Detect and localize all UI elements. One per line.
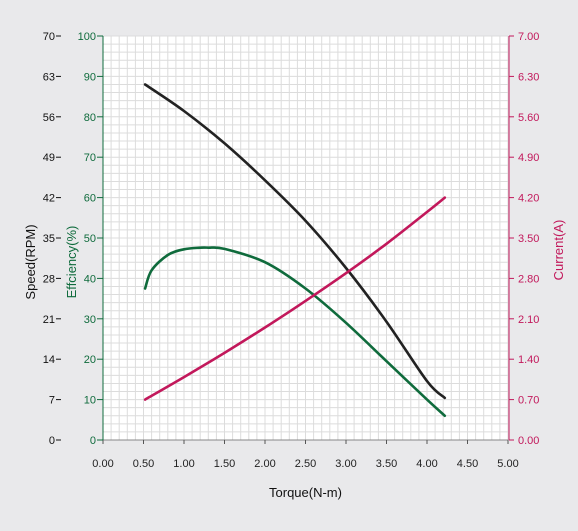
x-tick-label: 4.50 [457, 458, 478, 470]
x-tick-label: 2.50 [295, 458, 316, 470]
x-tick-label: 1.50 [214, 458, 235, 470]
efficiency-series-line [143, 246, 447, 418]
current-tick-label: 5.60 [518, 112, 539, 124]
speed-tick-label: 42 [43, 193, 55, 205]
efficiency-tick-label: 90 [84, 71, 96, 83]
current-tick-label: 7.00 [518, 31, 539, 43]
current-tick-label: 2.10 [518, 314, 539, 326]
speed-tick-label: 28 [43, 273, 55, 285]
speed-tick-label: 63 [43, 71, 55, 83]
efficiency-tick-label: 80 [84, 112, 96, 124]
efficiency-tick-label: 70 [84, 152, 96, 164]
x-tick-label: 4.00 [416, 458, 437, 470]
current-tick-label: 3.50 [518, 233, 539, 245]
current-tick-label: 2.80 [518, 273, 539, 285]
speed-tick-label: 14 [43, 354, 55, 366]
speed-tick-label: 0 [49, 435, 55, 447]
current-tick-label: 6.30 [518, 71, 539, 83]
current-tick-label: 0.00 [518, 435, 539, 447]
efficiency-tick-label: 0 [90, 435, 96, 447]
speed-axis-title: Speed(RPM) [23, 224, 38, 299]
x-tick-label: 5.00 [497, 458, 518, 470]
current-tick-label: 4.20 [518, 193, 539, 205]
current-tick-label: 1.40 [518, 354, 539, 366]
efficiency-axis-title: Effciency(%) [64, 226, 79, 299]
speed-tick-label: 56 [43, 112, 55, 124]
x-tick-label: 3.00 [335, 458, 356, 470]
efficiency-tick-label: 50 [84, 233, 96, 245]
speed-tick-label: 21 [43, 314, 55, 326]
x-tick-label: 2.00 [254, 458, 275, 470]
speed-tick-label: 7 [49, 395, 55, 407]
x-tick-label: 0.00 [92, 458, 113, 470]
speed-tick-label: 35 [43, 233, 55, 245]
x-tick-label: 1.00 [173, 458, 194, 470]
x-tick-label: 0.50 [133, 458, 154, 470]
efficiency-tick-label: 30 [84, 314, 96, 326]
efficiency-tick-label: 60 [84, 193, 96, 205]
efficiency-tick-label: 10 [84, 395, 96, 407]
current-axis-title: Current(A) [551, 220, 566, 281]
speed-tick-label: 70 [43, 31, 55, 43]
current-tick-label: 4.90 [518, 152, 539, 164]
efficiency-tick-label: 40 [84, 273, 96, 285]
efficiency-tick-label: 20 [84, 354, 96, 366]
current-series-line [143, 196, 447, 401]
x-axis-title: Torque(N-m) [269, 485, 342, 500]
speed-tick-label: 49 [43, 152, 55, 164]
current-tick-label: 0.70 [518, 395, 539, 407]
x-tick-label: 3.50 [376, 458, 397, 470]
speed-series-line [143, 83, 447, 400]
efficiency-tick-label: 100 [78, 31, 96, 43]
